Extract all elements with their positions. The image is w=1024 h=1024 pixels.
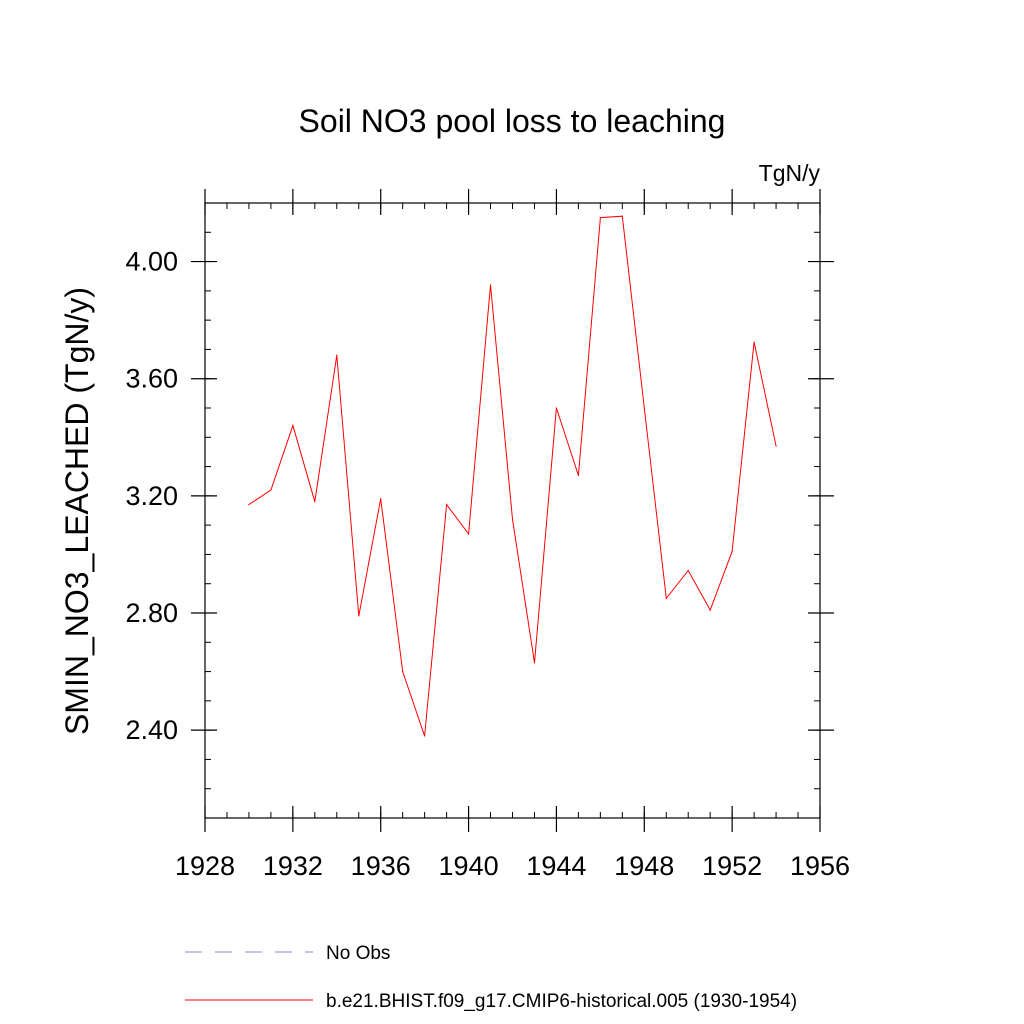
chart-title: Soil NO3 pool loss to leaching: [299, 103, 726, 139]
x-tick-label: 1940: [439, 851, 499, 881]
y-tick-label: 2.80: [125, 598, 178, 628]
minor-ticks: [204, 202, 821, 819]
data-point: [621, 215, 623, 217]
data-points: [248, 215, 777, 737]
major-ticks: [191, 189, 834, 832]
x-tick-label: 1928: [175, 851, 235, 881]
y-tick-label: 3.60: [125, 364, 178, 394]
data-point: [467, 533, 470, 535]
data-point: [665, 597, 667, 599]
data-point: [248, 504, 250, 506]
y-axis-label: SMIN_NO3_LEACHED (TgN/y): [59, 287, 95, 735]
x-tick-label: 1932: [263, 851, 323, 881]
data-point: [380, 498, 382, 500]
data-point: [775, 445, 777, 447]
data-point: [709, 609, 711, 611]
x-tick-label: 1956: [790, 851, 850, 881]
legend: No Obs b.e21.BHIST.f09_g17.CMIP6-historic…: [185, 943, 797, 1012]
plot-frame: [204, 202, 821, 819]
data-point: [336, 354, 338, 356]
data-point: [270, 489, 272, 491]
x-tick-label: 1948: [614, 851, 674, 881]
y-tick-label: 3.20: [125, 481, 178, 511]
data-point: [314, 501, 316, 503]
data-point: [731, 550, 733, 553]
data-point: [533, 662, 536, 664]
x-tick-labels: 1928 1932 1936 1940 1944 1948 1952 1956: [175, 851, 850, 881]
data-point: [511, 518, 514, 520]
data-point: [424, 735, 426, 737]
legend-label: No Obs: [326, 943, 390, 964]
data-point: [402, 670, 404, 673]
units-label: TgN/y: [759, 160, 821, 186]
data-point: [555, 407, 558, 409]
data-point: [577, 474, 579, 476]
y-tick-labels: 2.40 2.80 3.20 3.60 4.00: [125, 247, 178, 746]
data-point: [599, 217, 601, 219]
data-point: [292, 424, 294, 427]
data-point: [358, 615, 360, 617]
legend-label: b.e21.BHIST.f09_g17.CMIP6-historical.005…: [326, 991, 797, 1012]
series-line: [248, 215, 777, 737]
data-point: [489, 284, 492, 286]
data-point: [643, 407, 645, 409]
data-point: [753, 341, 755, 343]
x-tick-label: 1944: [526, 851, 586, 881]
y-tick-label: 2.40: [125, 715, 178, 745]
y-tick-label: 4.00: [125, 247, 178, 277]
x-tick-label: 1936: [351, 851, 411, 881]
x-tick-label: 1952: [702, 851, 762, 881]
data-point: [446, 504, 448, 506]
data-point: [687, 569, 689, 572]
